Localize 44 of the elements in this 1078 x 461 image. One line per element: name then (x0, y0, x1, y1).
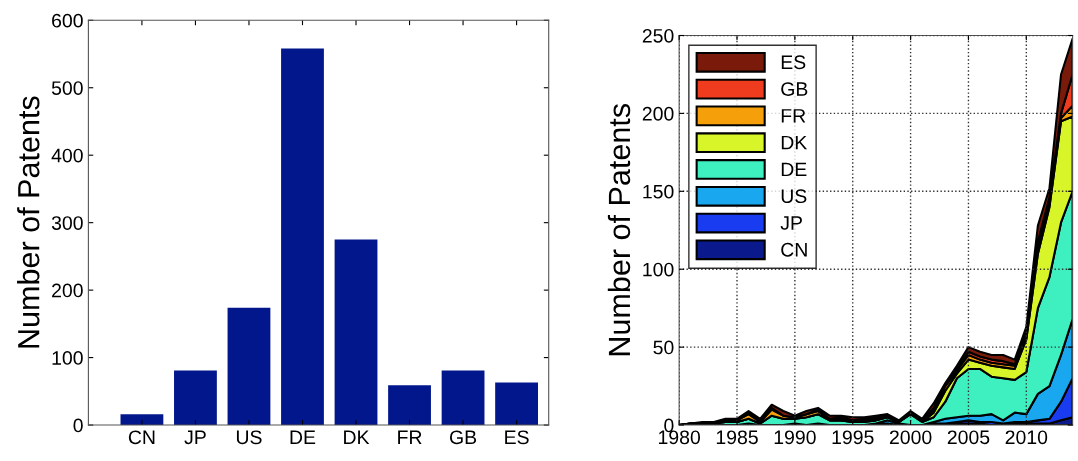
x-tick-label: 1990 (774, 430, 816, 445)
legend-label: CN (781, 242, 807, 257)
legend-label: FR (781, 109, 806, 123)
bar (495, 382, 538, 426)
x-tick-label: DK (344, 430, 370, 444)
bar (334, 239, 378, 426)
bar (281, 48, 324, 426)
legend-label: ES (781, 55, 806, 70)
x-tick-label: DE (290, 430, 316, 444)
y-tick-label: 150 (643, 184, 674, 199)
y-tick-label: 500 (51, 81, 83, 95)
y-tick-label: 200 (52, 283, 83, 298)
x-tick-label: GB (449, 430, 477, 445)
x-tick-label: 2000 (889, 430, 932, 445)
legend-label: DK (781, 135, 808, 150)
bar (388, 385, 431, 426)
x-tick-label: 1995 (832, 430, 874, 445)
bar (174, 370, 217, 426)
x-tick-label: FR (398, 430, 422, 444)
y-tick-label: 400 (51, 148, 83, 163)
y-tick-label: 250 (642, 28, 674, 43)
x-tick-label: 2010 (1005, 430, 1048, 445)
x-tick-label: 1985 (716, 430, 758, 445)
y-tick-label: 100 (643, 262, 674, 277)
y-tick-label: 50 (653, 340, 674, 355)
legend-label: DE (781, 162, 807, 177)
bar (227, 307, 271, 426)
bar (441, 370, 485, 426)
y-tick-label: 100 (52, 351, 83, 365)
y-tick-label: 600 (52, 13, 83, 28)
x-tick-label: CN (128, 430, 155, 445)
y-tick-label: 0 (73, 418, 83, 433)
y-axis-title: Number of Patents (607, 103, 631, 356)
y-tick-label: 200 (642, 106, 674, 121)
y-axis-title: Number of Patents (17, 96, 40, 348)
bar (120, 414, 164, 426)
y-tick-label: 300 (51, 216, 83, 230)
x-tick-label: US (236, 430, 262, 445)
x-tick-label: 2005 (947, 430, 990, 445)
x-tick-label: JP (184, 430, 206, 445)
x-tick-label: ES (505, 430, 529, 445)
legend-label: US (781, 189, 807, 204)
legend-label: JP (780, 216, 802, 230)
legend-label: GB (781, 82, 808, 96)
